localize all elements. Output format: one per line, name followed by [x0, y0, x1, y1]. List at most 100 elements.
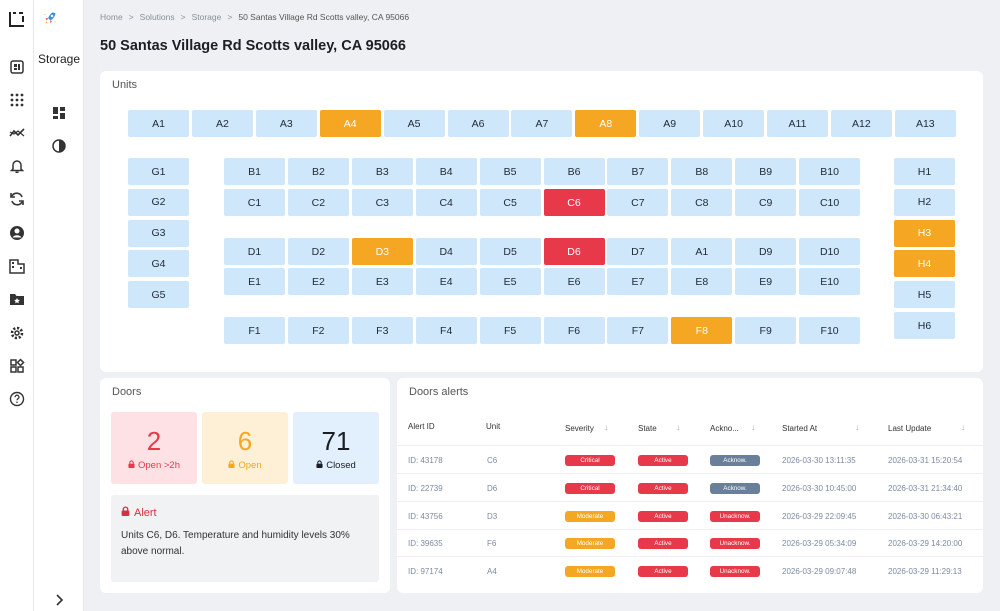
folder-star-icon[interactable] — [8, 290, 26, 308]
unit-f5[interactable]: F5 — [479, 317, 541, 344]
alert-id-cell[interactable]: ID: 43756 — [408, 511, 443, 521]
alert-id-cell[interactable]: ID: 39635 — [408, 539, 443, 549]
unit-b5[interactable]: B5 — [479, 158, 541, 185]
unit-g4[interactable]: G4 — [128, 250, 189, 278]
unit-d3[interactable]: D3 — [351, 238, 413, 265]
breadcrumb-storage[interactable]: Storage — [191, 12, 222, 22]
alert-id-cell[interactable]: ID: 43178 — [408, 456, 443, 465]
unit-h4[interactable]: H4 — [894, 250, 955, 278]
sort-arrow-icon[interactable]: ↓ — [604, 422, 609, 432]
unit-a4[interactable]: A4 — [319, 110, 381, 137]
unit-e8[interactable]: E8 — [671, 268, 733, 295]
unit-c6[interactable]: C6 — [543, 189, 605, 216]
unit-d5[interactable]: D5 — [479, 238, 541, 265]
unit-b1[interactable]: B1 — [224, 158, 285, 185]
stat-open-long[interactable]: 2 Open >2h — [111, 412, 197, 484]
col-severity[interactable]: Severity — [565, 424, 594, 433]
unit-b10[interactable]: B10 — [799, 158, 861, 185]
unit-a1[interactable]: A1 — [671, 238, 733, 265]
sort-arrow-icon[interactable]: ↓ — [855, 422, 860, 432]
unit-e3[interactable]: E3 — [351, 268, 413, 295]
unit-e6[interactable]: E6 — [543, 268, 605, 295]
unit-h5[interactable]: H5 — [894, 281, 955, 309]
unit-e2[interactable]: E2 — [287, 268, 349, 295]
logo-icon[interactable] — [8, 10, 26, 28]
unit-a11[interactable]: A11 — [767, 110, 828, 137]
unit-h6[interactable]: H6 — [894, 312, 955, 339]
unit-f2[interactable]: F2 — [287, 317, 349, 344]
unit-h2[interactable]: H2 — [894, 188, 955, 216]
unit-a13[interactable]: A13 — [894, 110, 956, 137]
unit-a1[interactable]: A1 — [128, 110, 189, 137]
unit-e9[interactable]: E9 — [735, 268, 797, 295]
unit-f10[interactable]: F10 — [799, 317, 861, 344]
col-acknowledged[interactable]: Ackno... — [710, 424, 739, 433]
sync-icon[interactable] — [8, 190, 26, 208]
unit-d2[interactable]: D2 — [287, 238, 349, 265]
unit-c1[interactable]: C1 — [224, 189, 285, 216]
bell-icon[interactable] — [8, 157, 26, 175]
user-icon[interactable] — [8, 224, 26, 242]
sort-arrow-icon[interactable]: ↓ — [751, 422, 756, 432]
unit-c3[interactable]: C3 — [351, 189, 413, 216]
unit-c9[interactable]: C9 — [735, 189, 797, 216]
sort-arrow-icon[interactable]: ↓ — [676, 422, 681, 432]
unit-b8[interactable]: B8 — [671, 158, 733, 185]
unit-e4[interactable]: E4 — [415, 268, 477, 295]
col-state[interactable]: State — [638, 424, 657, 433]
ack-badge[interactable]: Acknow. — [710, 482, 760, 494]
unit-c2[interactable]: C2 — [287, 189, 349, 216]
unit-g5[interactable]: G5 — [128, 281, 189, 309]
dashboard-icon[interactable] — [8, 58, 26, 76]
unit-g2[interactable]: G2 — [128, 188, 189, 216]
unit-d4[interactable]: D4 — [415, 238, 477, 265]
unit-d6[interactable]: D6 — [543, 238, 605, 265]
unit-f9[interactable]: F9 — [735, 317, 797, 344]
unit-h3[interactable]: H3 — [894, 219, 955, 247]
unit-a8[interactable]: A8 — [575, 110, 637, 137]
help-icon[interactable] — [8, 390, 26, 408]
unit-e10[interactable]: E10 — [799, 268, 861, 295]
breadcrumb-home[interactable]: Home — [100, 12, 123, 22]
ack-badge[interactable]: Unacknow. — [710, 538, 760, 550]
unit-f7[interactable]: F7 — [607, 317, 669, 344]
unit-b4[interactable]: B4 — [415, 158, 477, 185]
col-unit[interactable]: Unit — [486, 422, 501, 431]
unit-f1[interactable]: F1 — [224, 317, 285, 344]
layout-icon[interactable] — [51, 105, 67, 121]
ack-badge[interactable]: Unacknow. — [710, 566, 760, 578]
apps-grid-icon[interactable] — [8, 91, 26, 109]
unit-a5[interactable]: A5 — [383, 110, 445, 137]
alert-id-cell[interactable]: ID: 97174 — [408, 567, 443, 577]
unit-c7[interactable]: C7 — [607, 189, 669, 216]
unit-b7[interactable]: B7 — [607, 158, 669, 185]
unit-a9[interactable]: A9 — [639, 110, 701, 137]
unit-f8[interactable]: F8 — [671, 317, 733, 344]
unit-c5[interactable]: C5 — [479, 189, 541, 216]
col-alert-id[interactable]: Alert ID — [408, 422, 435, 431]
unit-a7[interactable]: A7 — [511, 110, 573, 137]
unit-b9[interactable]: B9 — [735, 158, 797, 185]
unit-f3[interactable]: F3 — [351, 317, 413, 344]
unit-a10[interactable]: A10 — [703, 110, 765, 137]
unit-b2[interactable]: B2 — [287, 158, 349, 185]
col-started-at[interactable]: Started At — [782, 424, 818, 433]
widgets-icon[interactable] — [8, 357, 26, 375]
settings-icon[interactable] — [8, 324, 26, 342]
unit-a2[interactable]: A2 — [191, 110, 253, 137]
unit-g3[interactable]: G3 — [128, 219, 189, 247]
contrast-icon[interactable] — [51, 138, 67, 154]
stat-closed[interactable]: 71 Closed — [293, 412, 379, 484]
unit-e5[interactable]: E5 — [479, 268, 541, 295]
unit-d10[interactable]: D10 — [799, 238, 861, 265]
unit-d7[interactable]: D7 — [607, 238, 669, 265]
building-icon[interactable] — [8, 257, 26, 275]
unit-d9[interactable]: D9 — [735, 238, 797, 265]
unit-a12[interactable]: A12 — [830, 110, 892, 137]
unit-e7[interactable]: E7 — [607, 268, 669, 295]
ack-badge[interactable]: Unacknow. — [710, 510, 760, 522]
ack-badge[interactable]: Acknow. — [710, 455, 760, 466]
analytics-icon[interactable] — [8, 124, 26, 142]
alert-id-cell[interactable]: ID: 22739 — [408, 483, 443, 493]
unit-f4[interactable]: F4 — [415, 317, 477, 344]
